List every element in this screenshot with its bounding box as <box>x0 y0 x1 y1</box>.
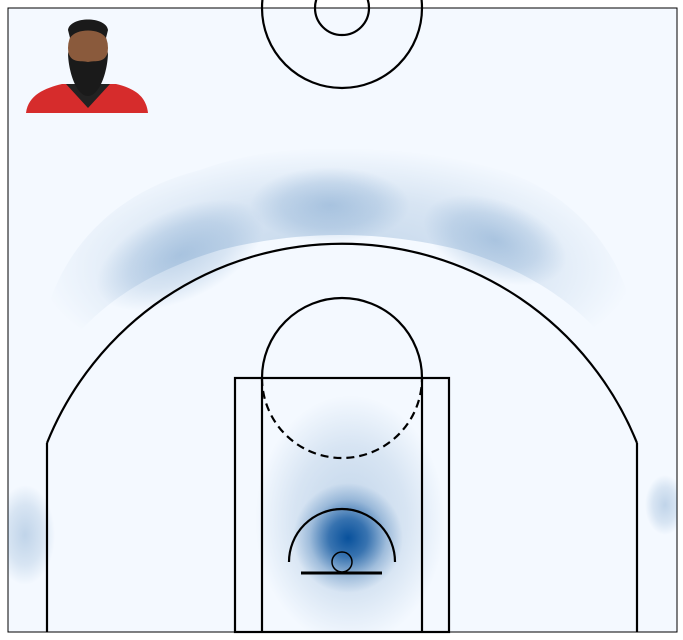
density-blob <box>645 475 677 535</box>
density-blob <box>423 194 567 286</box>
density-blob <box>96 199 264 311</box>
density-core <box>293 483 403 593</box>
density-blob <box>250 167 410 243</box>
density <box>8 147 677 632</box>
density-blob <box>8 485 55 585</box>
court <box>45 0 639 634</box>
player-photo <box>26 19 148 113</box>
